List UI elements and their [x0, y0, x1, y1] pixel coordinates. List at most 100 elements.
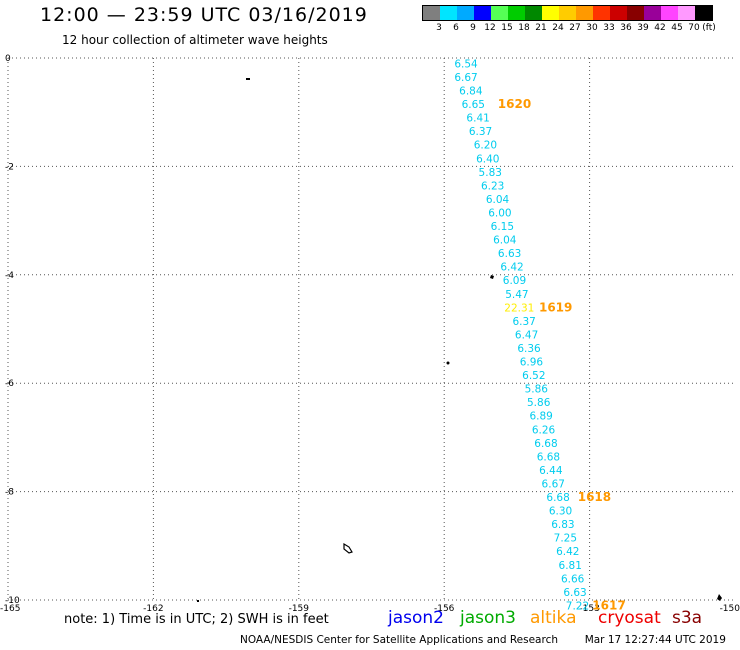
island-marker: [717, 594, 722, 601]
scale-swatch: [627, 6, 644, 20]
wave-height-reading: 6.68: [546, 492, 569, 504]
scale-label: 15: [501, 23, 513, 33]
wave-height-reading: 6.40: [476, 153, 499, 165]
y-tick-label: -4: [5, 271, 14, 281]
wave-height-reading: 6.83: [551, 519, 574, 531]
satellite-legend-altika: altika: [530, 608, 577, 628]
wave-height-reading: 6.68: [537, 451, 560, 463]
scale-label: 70: [688, 23, 700, 33]
satellite-legend-jason3: jason3: [460, 608, 516, 628]
pass-time-label: 1620: [498, 97, 531, 111]
wave-height-reading: 6.37: [469, 126, 492, 138]
wave-height-reading: 6.96: [520, 357, 544, 369]
wave-height-reading: 6.15: [491, 221, 514, 233]
wave-height-reading: 6.67: [454, 72, 477, 84]
wave-height-reading: 6.42: [556, 546, 579, 558]
x-tick-label: -150: [720, 604, 740, 614]
scale-swatch: [525, 6, 542, 20]
wave-height-reading: 6.52: [522, 370, 545, 382]
wave-height-reading: 7.22: [566, 600, 589, 612]
wave-height-reading: 7.25: [554, 533, 577, 545]
scale-swatch: [644, 6, 661, 20]
wave-height-reading: 6.44: [539, 465, 563, 477]
y-tick-label: -8: [5, 488, 14, 498]
scale-swatch: [593, 6, 610, 20]
y-tick-label: -10: [5, 596, 20, 606]
footer-credit: NOAA/NESDIS Center for Satellite Applica…: [240, 634, 726, 646]
island-marker: [490, 275, 494, 279]
wave-height-reading: 6.89: [529, 411, 552, 423]
scale-swatch: [542, 6, 559, 20]
credit-text: NOAA/NESDIS Center for Satellite Applica…: [240, 634, 558, 646]
scale-swatch: [440, 6, 457, 20]
generated-timestamp: Mar 17 12:27:44 UTC 2019: [584, 634, 726, 646]
wave-height-reading: 6.41: [466, 113, 489, 125]
scale-label: 12: [484, 23, 496, 33]
scale-label: 27: [569, 23, 581, 33]
satellite-legend-s3a: s3a: [672, 608, 703, 628]
color-scale-boxes: [422, 5, 713, 21]
wave-height-reading: 6.63: [563, 587, 586, 599]
scale-swatch: [508, 6, 525, 20]
wave-height-reading: 6.20: [474, 140, 497, 152]
scale-label: 3: [436, 23, 442, 33]
scale-label: 39: [637, 23, 649, 33]
x-tick-label: -153: [579, 604, 599, 614]
wave-height-reading: 5.47: [505, 289, 528, 301]
wave-height-reading: 6.63: [498, 248, 521, 260]
scale-label: 36: [620, 23, 632, 33]
wave-height-reading: 6.68: [534, 438, 557, 450]
scale-swatch: [695, 6, 712, 20]
y-tick-label: -6: [5, 379, 14, 389]
y-tick-label: 0: [5, 54, 11, 64]
wave-height-reading: 22.31: [504, 302, 534, 314]
scale-unit-label: (ft): [702, 23, 716, 33]
scale-swatch: [423, 6, 440, 20]
wave-height-color-scale: 3 6 9 12 15 18 21 24 27 30 33 36 39 42 45 70 (ft): [422, 5, 716, 35]
x-tick-label: -162: [143, 604, 163, 614]
island-marker: [343, 542, 353, 554]
wave-height-reading: 6.37: [512, 316, 535, 328]
wave-height-reading: 6.09: [503, 275, 526, 287]
wave-height-reading: 6.30: [549, 506, 572, 518]
wave-height-reading: 5.86: [527, 397, 551, 409]
wave-height-reading: 5.86: [525, 384, 549, 396]
x-tick-label: -159: [289, 604, 310, 614]
chart-title: 12:00 — 23:59 UTC 03/16/2019: [40, 4, 368, 26]
wave-height-reading: 6.26: [532, 424, 556, 436]
pass-time-label: 1617: [592, 598, 625, 612]
pass-time-label: 1618: [578, 490, 611, 504]
wave-height-reading: 6.84: [459, 86, 483, 98]
wave-height-reading: 6.81: [559, 560, 582, 572]
scale-swatch: [576, 6, 593, 20]
wave-height-reading: 5.83: [479, 167, 502, 179]
scale-label: 21: [535, 23, 547, 33]
y-tick-label: -2: [5, 162, 14, 172]
scale-swatch: [474, 6, 491, 20]
wave-height-reading: 6.42: [500, 262, 523, 274]
wave-height-reading: 6.23: [481, 180, 504, 192]
wave-height-reading: 6.54: [454, 58, 478, 70]
wave-height-reading: 6.04: [486, 194, 510, 206]
wave-height-reading: 6.66: [561, 573, 585, 585]
footnote: note: 1) Time is in UTC; 2) SWH is in fe…: [64, 612, 329, 627]
scale-label: 42: [654, 23, 666, 33]
island-marker: [446, 361, 450, 365]
scale-label: 18: [518, 23, 530, 33]
island-marker: [246, 78, 250, 80]
satellite-legend-jason2: jason2: [388, 608, 444, 628]
wave-height-reading: 6.00: [488, 207, 511, 219]
scale-swatch: [559, 6, 576, 20]
scale-label: 33: [603, 23, 615, 33]
wave-height-reading: 6.65: [462, 99, 485, 111]
scale-swatch: [678, 6, 695, 20]
wave-height-reading: 6.04: [493, 235, 517, 247]
chart-subtitle: 12 hour collection of altimeter wave hei…: [62, 33, 328, 47]
scale-label: 9: [470, 23, 476, 33]
scale-swatch: [610, 6, 627, 20]
wave-height-reading: 6.67: [542, 478, 565, 490]
x-tick-label: -165: [0, 604, 20, 614]
wave-height-reading: 6.36: [517, 343, 541, 355]
scale-label: 30: [586, 23, 598, 33]
